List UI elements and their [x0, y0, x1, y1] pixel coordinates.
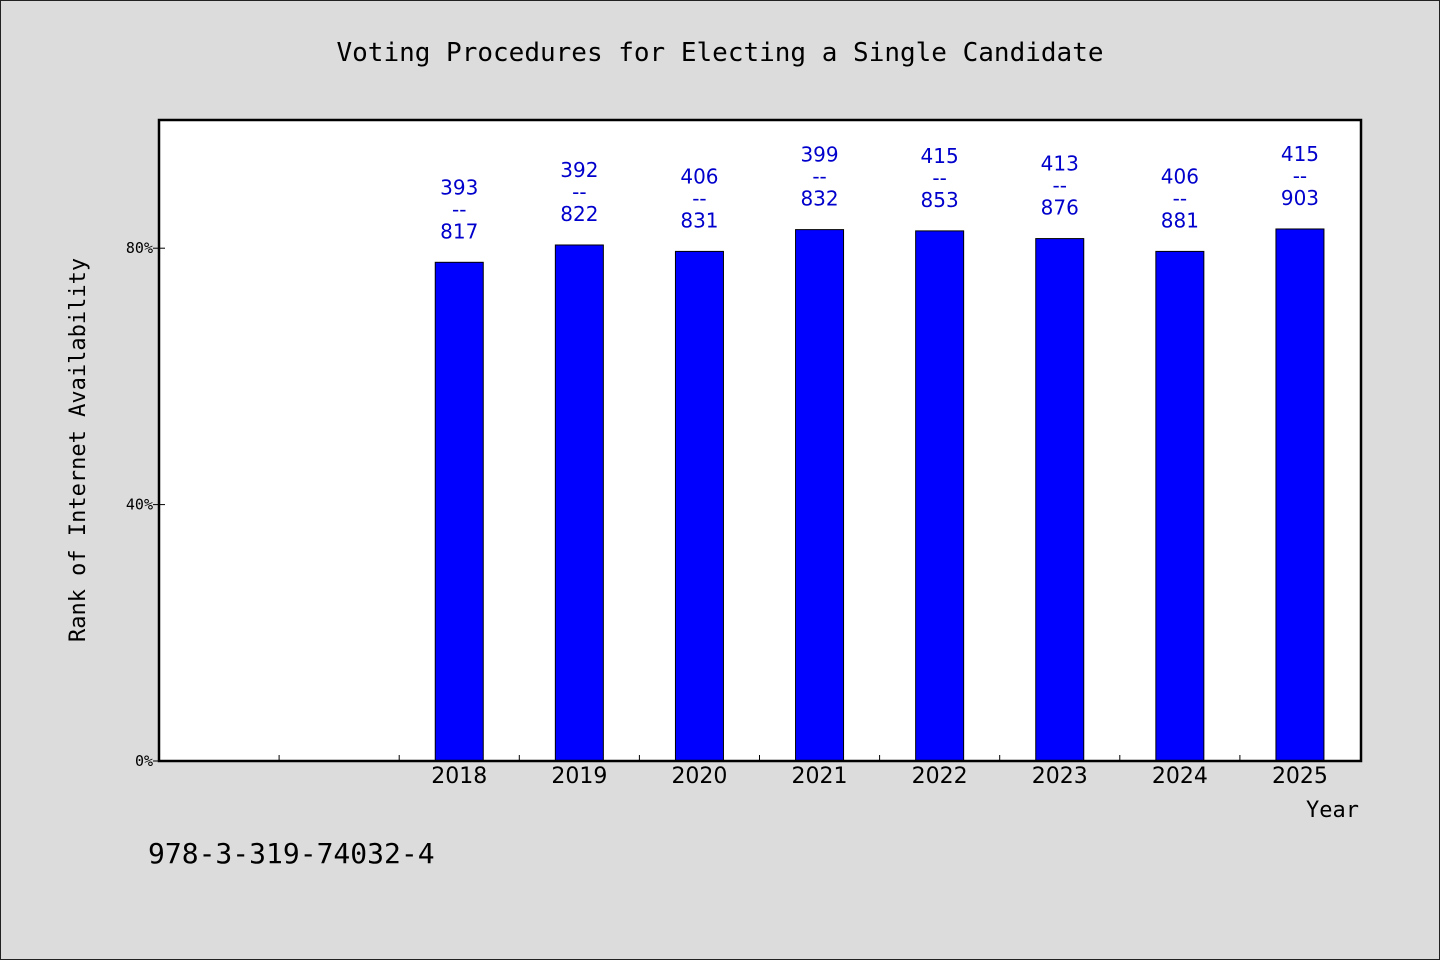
x-axis-label: Year — [1306, 798, 1359, 823]
bar-2018 — [434, 261, 484, 762]
data-label: -- — [1053, 174, 1067, 198]
data-label: 399 — [800, 143, 838, 167]
bar-2019 — [554, 244, 604, 762]
bar-2021 — [795, 229, 845, 762]
x-tick-label: 2018 — [431, 764, 487, 789]
chart-title: Voting Procedures for Electing a Single … — [336, 38, 1103, 68]
y-axis-ticks: 0% 40% 80% — [126, 239, 165, 770]
data-label: 415 — [921, 144, 959, 168]
data-label: 881 — [1161, 208, 1199, 232]
data-label: 832 — [800, 187, 838, 211]
data-label: 853 — [921, 188, 959, 212]
data-label: 393 — [440, 175, 478, 199]
data-label: -- — [1293, 164, 1307, 188]
data-label: -- — [452, 197, 466, 221]
y-tick-label: 40% — [126, 496, 153, 514]
x-tick-label: 2024 — [1152, 764, 1208, 789]
data-label: 413 — [1041, 152, 1079, 176]
data-label: 415 — [1281, 142, 1319, 166]
data-label: -- — [812, 165, 826, 189]
data-label: 876 — [1041, 196, 1079, 220]
data-label: 817 — [440, 219, 478, 243]
y-tick-label: 0% — [135, 752, 153, 770]
data-label: 903 — [1281, 186, 1319, 210]
bar-2023 — [1035, 238, 1085, 762]
x-tick-label: 2020 — [671, 764, 727, 789]
data-label: -- — [1173, 186, 1187, 210]
bar-2022 — [915, 230, 965, 762]
x-axis-ticks: 2018 2019 2020 2021 2022 2023 2024 2025 — [278, 755, 1328, 789]
x-tick-label: 2025 — [1272, 764, 1328, 789]
bar-2025 — [1275, 228, 1325, 762]
x-tick-label: 2022 — [912, 764, 968, 789]
data-label: 406 — [1161, 164, 1199, 188]
bar-2020 — [674, 250, 724, 762]
x-tick-label: 2019 — [551, 764, 607, 789]
data-label: 406 — [680, 164, 718, 188]
data-label: -- — [692, 186, 706, 210]
data-label: -- — [932, 166, 946, 190]
y-tick-label: 80% — [126, 239, 153, 257]
bar-2024 — [1155, 250, 1205, 762]
y-axis-label: Rank of Internet Availability — [66, 258, 91, 642]
bars-group — [434, 228, 1325, 762]
data-label: 831 — [680, 208, 718, 232]
data-label: -- — [572, 180, 586, 204]
isbn-footer: 978-3-319-74032-4 — [148, 837, 435, 870]
x-tick-label: 2021 — [792, 764, 848, 789]
x-tick-label: 2023 — [1032, 764, 1088, 789]
data-label: 822 — [560, 202, 598, 226]
data-labels-group: 393--817392--822406--831399--832415--853… — [440, 142, 1319, 243]
data-label: 392 — [560, 158, 598, 182]
